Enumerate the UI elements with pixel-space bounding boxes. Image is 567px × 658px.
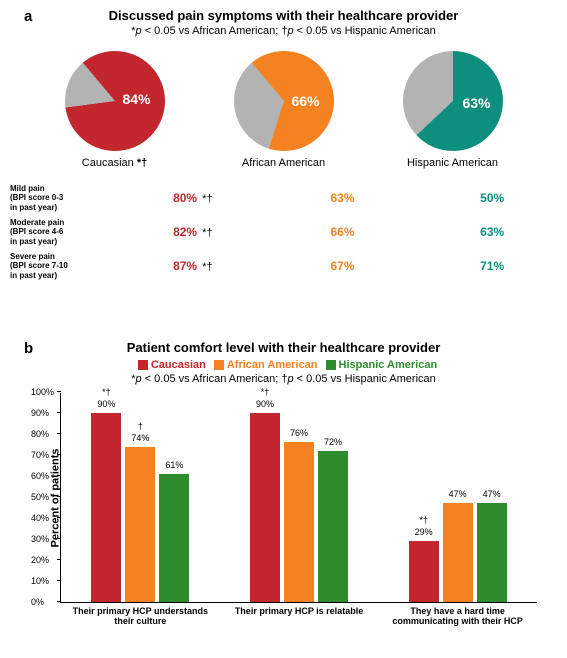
y-tick-mark [57,538,61,539]
pie-value-label: 66% [291,93,319,109]
table-cell: 63% [417,225,567,239]
y-tick-mark [57,601,61,602]
y-tick-mark [57,475,61,476]
pie-caption: Caucasian *† [82,157,147,169]
y-tick-mark [57,433,61,434]
table-cell: 87% *† [118,259,268,273]
bar-value-label: 47% [477,489,507,499]
panel-a-subtitle: *p < 0.05 vs African American; †p < 0.05… [0,25,567,37]
pie-caption: African American [242,157,325,169]
pie-caption: Hispanic American [407,157,498,169]
y-tick-mark [57,412,61,413]
panel-b-legend: Caucasian African American Hispanic Americ… [0,359,567,371]
y-axis-label: Percent of patients [50,448,62,547]
pie-value-label: 84% [122,91,150,107]
bar: 90%*† [250,413,280,602]
table-cell: 63% [268,191,418,205]
table-cell: 82% *† [118,225,268,239]
y-tick-label: 80% [31,429,49,439]
bar-sig-label: *† [91,387,121,397]
legend-label: African American [227,359,318,371]
pie-chart: 84% [65,51,165,151]
legend-swatch [138,360,148,370]
y-tick-label: 10% [31,576,49,586]
legend-label: Caucasian [151,359,206,371]
section-b: Patient comfort level with their healthc… [0,340,567,603]
bar: 61% [159,474,189,602]
table-cell: 50% [417,191,567,205]
y-tick-mark [57,580,61,581]
bar-value-label: 76% [284,428,314,438]
bar-sig-label: † [125,421,155,431]
bar-value-label: 90% [250,399,280,409]
legend-swatch [326,360,336,370]
bar-sig-label: *† [409,515,439,525]
table-row: Moderate pain(BPI score 4-6in past year)… [10,215,567,249]
x-axis-label: Their primary HCP understands their cult… [61,602,220,627]
y-tick-label: 0% [31,597,44,607]
table-cell: 80% *† [118,191,268,205]
bar-sig-label: *† [250,387,280,397]
y-tick-mark [57,391,61,392]
bar: 47% [477,503,507,602]
y-tick-mark [57,517,61,518]
bar: 76% [284,442,314,602]
panel-a-title: Discussed pain symptoms with their healt… [0,8,567,23]
row-label: Mild pain(BPI score 0-3in past year) [10,184,118,213]
x-axis-label: They have a hard time communicating with… [378,602,537,627]
bar: 74%† [125,447,155,602]
bar-group: 29%*†47%47%They have a hard time communi… [378,393,537,602]
pie-wrap: 66% African American [234,51,334,169]
pie-wrap: 63% Hispanic American [403,51,503,169]
y-tick-label: 50% [31,492,49,502]
legend-label: Hispanic American [339,359,438,371]
y-tick-label: 30% [31,534,49,544]
bar: 29%*† [409,541,439,602]
table-row: Severe pain(BPI score 7-10in past year)8… [10,249,567,283]
bar: 72% [318,451,348,602]
table-cell: 71% [417,259,567,273]
row-label: Severe pain(BPI score 7-10in past year) [10,252,118,281]
y-tick-label: 40% [31,513,49,523]
row-label: Moderate pain(BPI score 4-6in past year) [10,218,118,247]
y-tick-label: 60% [31,471,49,481]
y-tick-label: 90% [31,408,49,418]
pie-chart: 66% [234,51,334,151]
bar-value-label: 72% [318,437,348,447]
y-tick-mark [57,559,61,560]
legend-swatch [214,360,224,370]
section-a: Discussed pain symptoms with their healt… [0,8,567,283]
bar-chart: Percent of patients 90%*†74%†61%Their pr… [60,393,537,603]
bar: 47% [443,503,473,602]
bar-value-label: 47% [443,489,473,499]
pie-value-label: 63% [462,95,490,111]
bar-value-label: 74% [125,433,155,443]
panel-b-title: Patient comfort level with their healthc… [0,340,567,355]
y-tick-mark [57,454,61,455]
bar-group: 90%*†76%72%Their primary HCP is relatabl… [220,393,379,602]
y-tick-label: 20% [31,555,49,565]
bar-group: 90%*†74%†61%Their primary HCP understand… [61,393,220,602]
panel-b-subtitle: *p < 0.05 vs African American; †p < 0.05… [0,373,567,385]
pie-row: 84% Caucasian *† 66% African American 63% His… [0,51,567,169]
x-axis-label: Their primary HCP is relatable [220,602,379,616]
table-cell: 67% [268,259,418,273]
bar-value-label: 29% [409,527,439,537]
table-cell: 66% [268,225,418,239]
y-tick-label: 100% [31,387,54,397]
bar-value-label: 61% [159,460,189,470]
table-a: Mild pain(BPI score 0-3in past year)80% … [0,181,567,283]
pie-wrap: 84% Caucasian *† [65,51,165,169]
y-tick-mark [57,496,61,497]
y-tick-label: 70% [31,450,49,460]
bar-value-label: 90% [91,399,121,409]
pie-chart: 63% [403,51,503,151]
bar: 90%*† [91,413,121,602]
table-row: Mild pain(BPI score 0-3in past year)80% … [10,181,567,215]
